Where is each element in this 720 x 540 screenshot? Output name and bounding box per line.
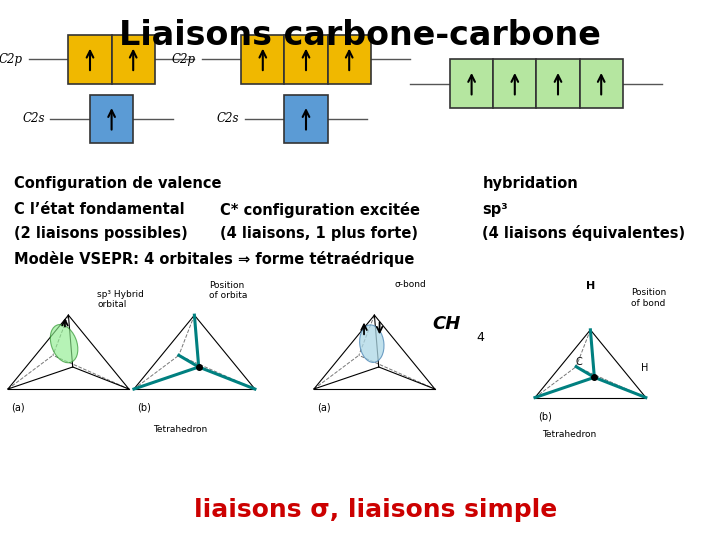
Bar [284, 35, 328, 84]
Text: (a): (a) [12, 402, 25, 413]
Text: sp³ Hybrid
orbital: sp³ Hybrid orbital [97, 290, 144, 309]
Text: (2 liaisons possibles): (2 liaisons possibles) [14, 226, 188, 241]
Text: Position
of bond: Position of bond [631, 288, 666, 308]
Text: C: C [575, 357, 582, 367]
Text: C2p: C2p [172, 53, 196, 66]
Text: σ-bond: σ-bond [395, 280, 426, 289]
Text: (a): (a) [318, 402, 331, 413]
Ellipse shape [359, 325, 384, 362]
Text: C2s: C2s [217, 112, 239, 125]
Text: sp³: sp³ [482, 202, 508, 217]
Bar [241, 35, 284, 84]
Text: C* configuration excitée: C* configuration excitée [220, 201, 420, 218]
Text: (b): (b) [138, 402, 151, 413]
Bar [580, 59, 623, 108]
Bar [284, 94, 328, 143]
Bar [450, 59, 493, 108]
Text: (4 liaisons équivalentes): (4 liaisons équivalentes) [482, 225, 685, 241]
Text: C l’état fondamental: C l’état fondamental [14, 202, 185, 217]
Text: C2p: C2p [0, 53, 23, 66]
Bar [536, 59, 580, 108]
Text: Configuration de valence: Configuration de valence [14, 176, 222, 191]
Text: hybridation: hybridation [482, 176, 578, 191]
Ellipse shape [50, 325, 78, 363]
Text: Modèle VSEPR: 4 orbitales ⇒ forme tétraédrique: Modèle VSEPR: 4 orbitales ⇒ forme tétraé… [14, 251, 415, 267]
Bar [90, 94, 133, 143]
Text: liaisons σ, liaisons simple: liaisons σ, liaisons simple [194, 498, 558, 522]
Text: H: H [586, 280, 595, 291]
Text: Tetrahedron: Tetrahedron [153, 425, 207, 434]
Text: (4 liaisons, 1 plus forte): (4 liaisons, 1 plus forte) [220, 226, 418, 241]
Bar [493, 59, 536, 108]
Text: C2s: C2s [22, 112, 45, 125]
Text: 4: 4 [477, 331, 485, 344]
Bar [68, 35, 112, 84]
Text: CH: CH [432, 315, 460, 333]
Text: Liaisons carbone-carbone: Liaisons carbone-carbone [119, 19, 601, 52]
Text: Position
of orbita: Position of orbita [209, 281, 247, 300]
Text: H: H [641, 363, 648, 373]
Bar [328, 35, 371, 84]
Bar [112, 35, 155, 84]
Text: Tetrahedron: Tetrahedron [542, 430, 596, 439]
Text: (b): (b) [539, 411, 552, 421]
